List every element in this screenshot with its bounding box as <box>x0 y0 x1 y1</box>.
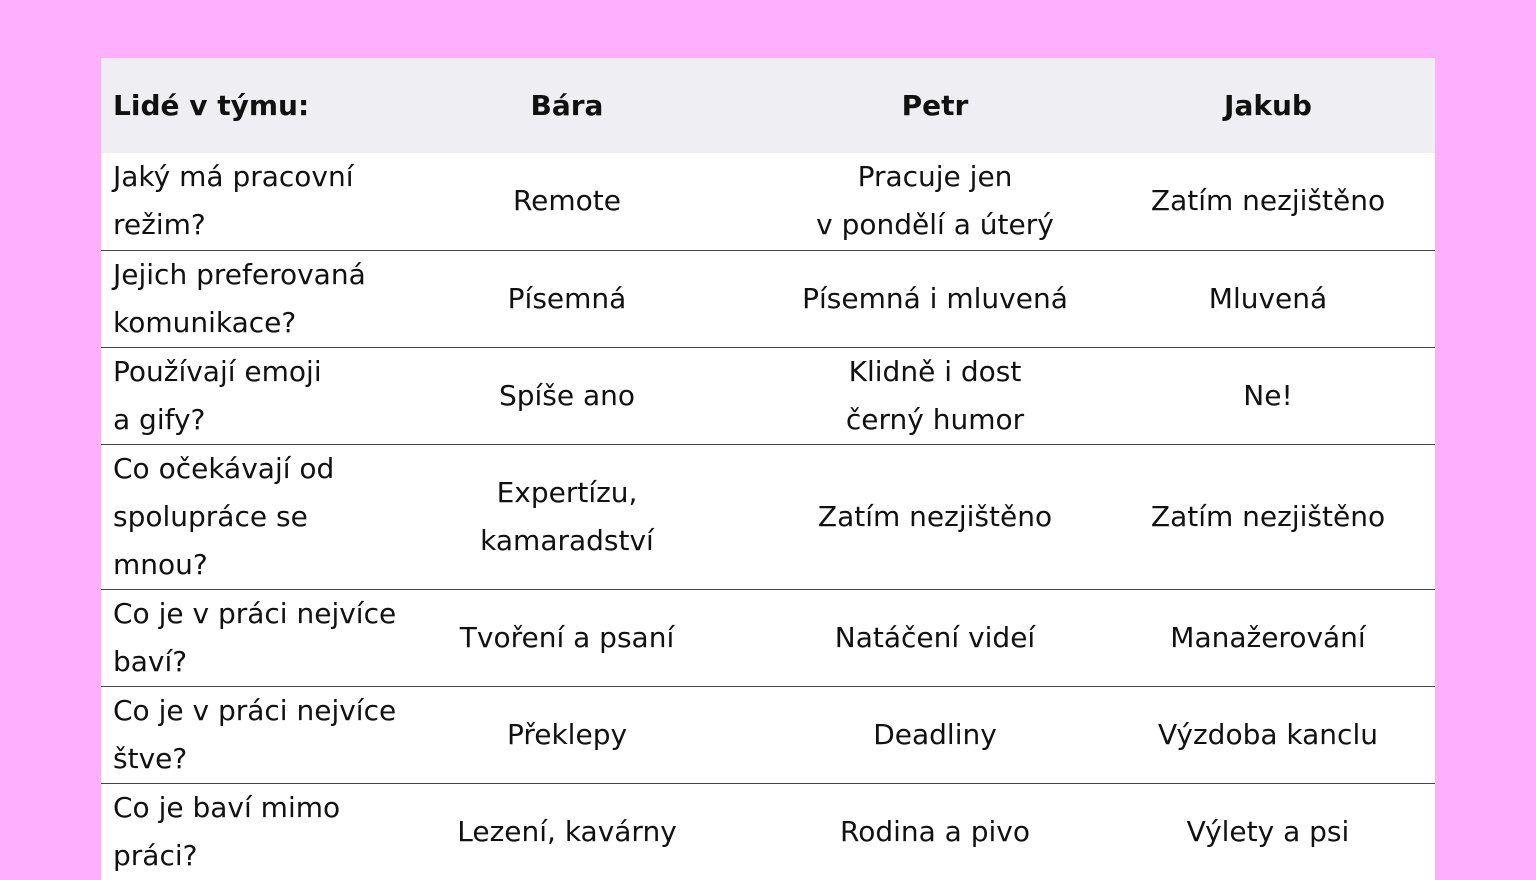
table-row: Jejich preferovaná komunikace? Písemná Píse… <box>101 250 1435 347</box>
petr-cell: Zatím nezjištěno <box>817 499 1053 533</box>
header-jakub: Jakub <box>1224 88 1312 122</box>
question-cell: Jaký má pracovní režim? <box>113 160 354 242</box>
table-row: Jaký má pracovní režim? Remote Pracuje jen v… <box>101 153 1435 250</box>
petr-cell: Natáčení videí <box>834 620 1036 654</box>
jakub-cell: Zatím nezjištěno <box>1150 499 1386 533</box>
table-row: Používají emoji a gify? Spíše ano Klidně i … <box>101 347 1435 444</box>
petr-cell: Písemná i mluvená <box>802 281 1068 315</box>
jakub-cell: Zatím nezjištěno <box>1150 184 1386 218</box>
table-row: Co očekávají od spolupráce se mnou? Expert… <box>101 444 1435 589</box>
petr-cell: Rodina a pivo <box>840 814 1030 848</box>
bara-cell: Spíše ano <box>498 378 636 412</box>
team-table: Lidé v týmu: Bára Petr Jakub Jaký má pra… <box>101 58 1435 880</box>
table-row: Co je baví mimo práci? Lezení, kavárny Rodi… <box>101 783 1435 880</box>
question-cell: Co je v práci nejvíce baví? <box>113 596 397 678</box>
bara-cell: Remote <box>512 184 622 218</box>
table-row: Co je v práci nejvíce štve? Překlepy Deadli… <box>101 686 1435 783</box>
jakub-cell: Ne! <box>1243 378 1293 412</box>
petr-cell: Deadliny <box>873 717 997 751</box>
question-cell: Co je v práci nejvíce štve? <box>113 693 397 775</box>
header-label: Lidé v týmu: <box>113 88 310 122</box>
jakub-cell: Mluvená <box>1208 281 1328 315</box>
question-cell: Co očekávají od spolupráce se mnou? <box>113 451 335 581</box>
bara-cell: Překlepy <box>506 717 628 751</box>
bara-cell: Lezení, kavárny <box>457 814 677 848</box>
header-bara: Bára <box>530 88 604 122</box>
bara-cell: Písemná <box>507 281 627 315</box>
question-cell: Jejich preferovaná komunikace? <box>113 257 366 339</box>
question-cell: Používají emoji a gify? <box>113 354 322 436</box>
question-cell: Co je baví mimo práci? <box>113 790 341 872</box>
jakub-cell: Výlety a psi <box>1186 814 1350 848</box>
header-petr: Petr <box>901 88 969 122</box>
petr-cell: Pracuje jen v pondělí a úterý <box>816 160 1054 242</box>
petr-cell: Klidně i dost černý humor <box>845 354 1025 436</box>
bara-cell: Tvoření a psaní <box>459 620 675 654</box>
bara-cell: Expertízu, kamaradství <box>480 475 654 557</box>
jakub-cell: Manažerování <box>1170 620 1366 654</box>
table-row: Co je v práci nejvíce baví? Tvoření a psan… <box>101 589 1435 686</box>
header-row: Lidé v týmu: Bára Petr Jakub <box>101 58 1435 153</box>
jakub-cell: Výzdoba kanclu <box>1158 717 1378 751</box>
